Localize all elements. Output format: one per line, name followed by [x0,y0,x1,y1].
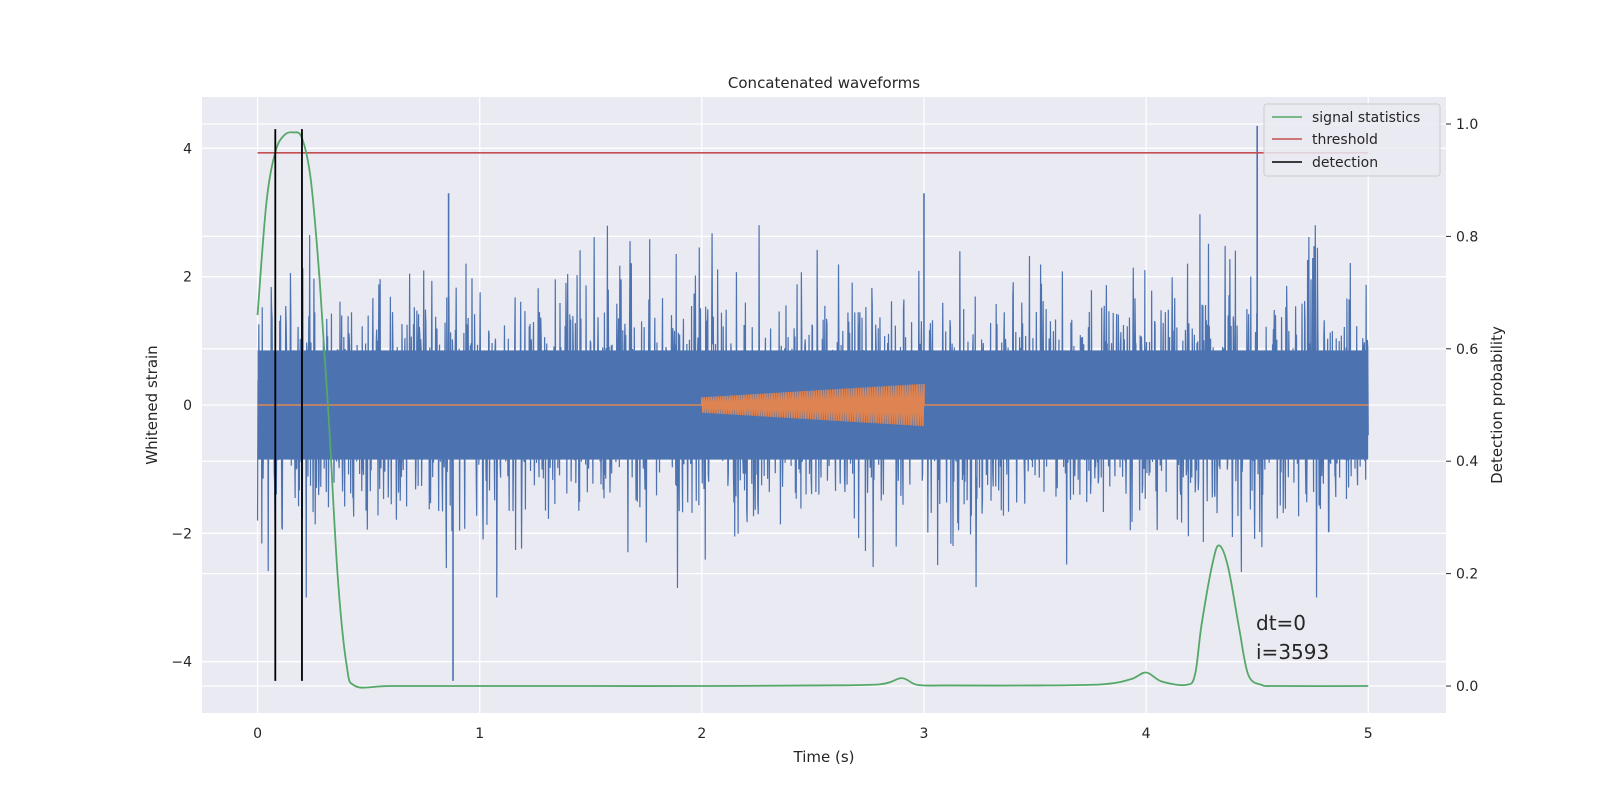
series-layer [256,125,1369,689]
x-axis-label: Time (s) [793,748,855,766]
y-tick-label: 4 [183,141,192,157]
y2-tick-label: 0.2 [1456,567,1478,583]
y2-tick-label: 0.4 [1456,454,1478,470]
ticks: 0 1 2 3 4 5 −4 −2 0 2 4 0.0 0.2 0.4 0.6 0.8 1.0 [171,117,1478,742]
y2-tick-label: 0.6 [1456,342,1478,358]
annotation-i: i=3593 [1256,640,1329,664]
x-tick-label: 3 [920,726,929,742]
x-tick-label: 1 [475,726,484,742]
y2-tick-label: 1.0 [1456,117,1478,133]
y-tick-label: 0 [183,398,192,414]
series-signal-statistics-line [256,131,1369,689]
y-tick-label: 2 [183,270,192,286]
legend-label-detection: detection [1312,155,1378,171]
x-tick-label: 5 [1364,726,1373,742]
y2-axis-label: Detection probability [1488,326,1506,484]
x-tick-label: 2 [697,726,706,742]
series-chirp-line [257,383,1369,427]
y-tick-label: −4 [171,655,192,671]
y-axis-label: Whitened strain [143,345,161,464]
y-tick-label: −2 [171,526,192,542]
y2-tick-label: 0.8 [1456,229,1478,245]
legend-label-threshold: threshold [1312,132,1378,148]
legend-box [1263,103,1441,177]
annotation-dt: dt=0 [1256,611,1306,635]
legend: signal statistics threshold detection [1263,103,1441,177]
x-tick-label: 4 [1142,726,1151,742]
legend-label-signal-statistics: signal statistics [1312,110,1420,126]
x-tick-label: 0 [253,726,262,742]
chart-title: Concatenated waveforms [728,74,920,92]
y2-tick-label: 0.0 [1456,679,1478,695]
